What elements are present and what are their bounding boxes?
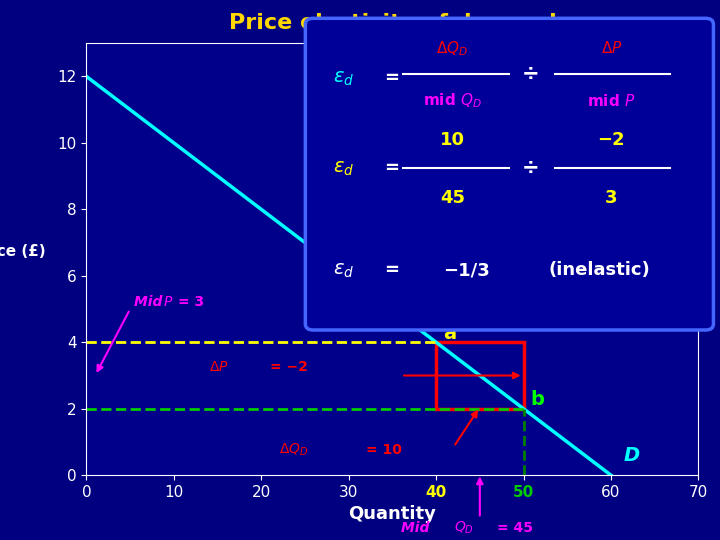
Text: $P$: $P$ (163, 295, 174, 309)
Text: Mid: Mid (135, 295, 168, 309)
Text: b: b (531, 390, 544, 409)
Text: = 3: = 3 (179, 295, 204, 309)
Text: $\Delta Q_D$: $\Delta Q_D$ (436, 39, 469, 58)
Text: 3: 3 (606, 189, 618, 207)
Text: 45: 45 (440, 189, 465, 207)
X-axis label: Quantity: Quantity (348, 505, 436, 523)
Text: Mid: Mid (401, 521, 434, 535)
Text: mid $P$: mid $P$ (588, 93, 636, 109)
Text: D: D (624, 446, 640, 465)
Text: (inelastic): (inelastic) (549, 261, 650, 279)
Text: $\Delta P$: $\Delta P$ (600, 40, 622, 56)
Text: = 45: = 45 (498, 521, 534, 535)
Text: $\varepsilon_d$: $\varepsilon_d$ (333, 159, 354, 178)
Text: $Q_D$: $Q_D$ (454, 519, 474, 536)
Text: ÷: ÷ (522, 64, 540, 84)
Text: =: = (384, 69, 399, 87)
Text: −1/3: −1/3 (443, 261, 490, 279)
Title: Price elasticity of demand: Price elasticity of demand (228, 14, 557, 33)
Text: mid $Q_D$: mid $Q_D$ (423, 91, 482, 110)
Text: = −2: = −2 (270, 360, 308, 374)
Text: $\Delta P$: $\Delta P$ (209, 360, 229, 374)
Text: =: = (384, 159, 399, 177)
Text: −2: −2 (598, 131, 625, 149)
Text: $\varepsilon_d$: $\varepsilon_d$ (333, 261, 354, 280)
Text: ÷: ÷ (522, 158, 540, 178)
Text: a: a (443, 324, 456, 343)
Text: $\varepsilon_d$: $\varepsilon_d$ (333, 69, 354, 87)
Bar (436, 342, 523, 409)
Text: =: = (384, 261, 399, 279)
Text: $\Delta Q_D$: $\Delta Q_D$ (279, 442, 308, 458)
FancyBboxPatch shape (305, 18, 714, 330)
Text: 10: 10 (440, 131, 465, 149)
Text: = 10: = 10 (366, 443, 402, 457)
Y-axis label: Price (£): Price (£) (0, 244, 45, 259)
